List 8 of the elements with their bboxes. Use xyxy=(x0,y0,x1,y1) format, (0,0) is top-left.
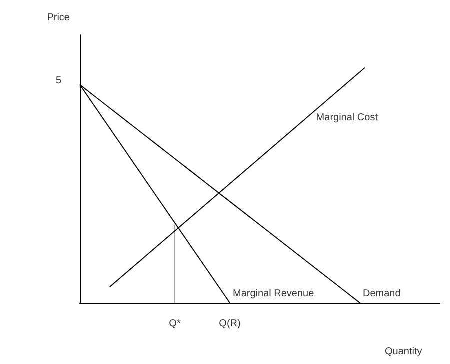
text: 5 xyxy=(56,76,62,86)
series-label: Marginal Cost xyxy=(316,112,378,124)
x-tick-label: Q(R) xyxy=(219,318,241,330)
series-label: Demand xyxy=(363,288,401,300)
x-tick-label: Q* xyxy=(169,318,181,330)
series-label: Marginal Revenue xyxy=(233,288,315,300)
x-axis-title: Quantity xyxy=(385,346,422,358)
y-axis-title: Price xyxy=(47,12,70,24)
